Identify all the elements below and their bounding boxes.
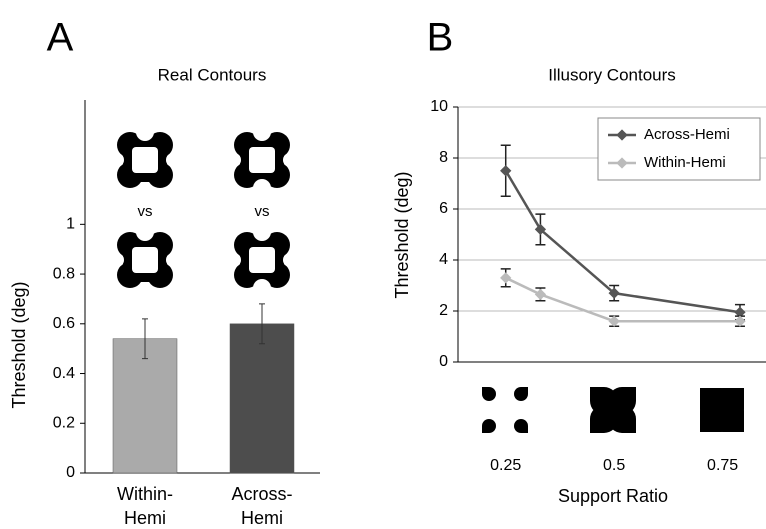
panel-label: A [47,16,74,60]
inducer [482,387,496,401]
marker [500,272,512,284]
bar [229,323,295,474]
shape [253,123,271,141]
line [505,276,740,323]
y-tick-label: 8 [439,149,448,166]
shape [139,182,151,194]
y-axis-label: Threshold (deg) [392,171,412,298]
shape [253,179,271,197]
chart-title: Illusory Contours [548,65,676,84]
shape [227,253,241,267]
marker [608,315,620,327]
shape [139,282,151,294]
y-tick-label: 4 [439,251,448,268]
chart-title: Real Contours [158,65,267,84]
legend [597,117,761,181]
y-tick-label: 0 [66,464,75,481]
x-tick-label: Within- Hemi [116,484,173,528]
shape [136,123,154,141]
shape [249,247,275,273]
legend-label: Within-Hemi [644,154,726,171]
shape [136,223,154,241]
y-axis-label: Threshold (deg) [9,281,29,408]
y-tick-label: 0.4 [53,365,75,382]
line [504,170,741,314]
shape [132,147,158,173]
marker [734,306,746,318]
x-tick-label: 0.5 [603,457,625,474]
inducer [482,419,496,433]
shape [227,153,241,167]
legend-marker [616,129,628,141]
shape [166,253,180,267]
y-tick-label: 1 [66,216,75,233]
y-tick-label: 0.8 [53,265,75,282]
shape [110,253,124,267]
y-tick-label: 0.6 [53,315,75,332]
shape [166,153,180,167]
x-tick-label: Across- Hemi [231,484,293,528]
legend-marker [616,157,628,169]
marker [534,223,547,236]
y-tick-label: 10 [430,98,448,115]
y-tick-label: 6 [439,200,448,217]
annotation: vs [255,203,270,220]
error-bar [142,318,148,360]
shape [253,279,271,297]
panel-label: B [427,16,454,60]
marker [500,165,512,177]
marker [734,315,746,327]
error-bar [259,303,265,345]
x-axis-label: Support Ratio [558,486,668,506]
shape [283,153,297,167]
shape [249,147,275,173]
stimulus-icons [110,123,744,433]
marker [608,287,620,299]
shape [253,223,271,241]
inducer [514,419,528,433]
inducer [608,405,636,433]
shape [283,253,297,267]
annotation: vs [138,203,153,220]
inducer [702,390,744,432]
x-tick-label: 0.25 [490,457,521,474]
y-tick-label: 0 [439,353,448,370]
shape [132,247,158,273]
inducer [514,387,528,401]
marker [534,288,547,301]
x-tick-label: 0.75 [707,457,738,474]
bar [112,338,178,474]
y-tick-label: 0.2 [53,414,75,431]
shape [110,153,124,167]
legend-label: Across-Hemi [644,126,730,143]
y-tick-label: 2 [439,302,448,319]
